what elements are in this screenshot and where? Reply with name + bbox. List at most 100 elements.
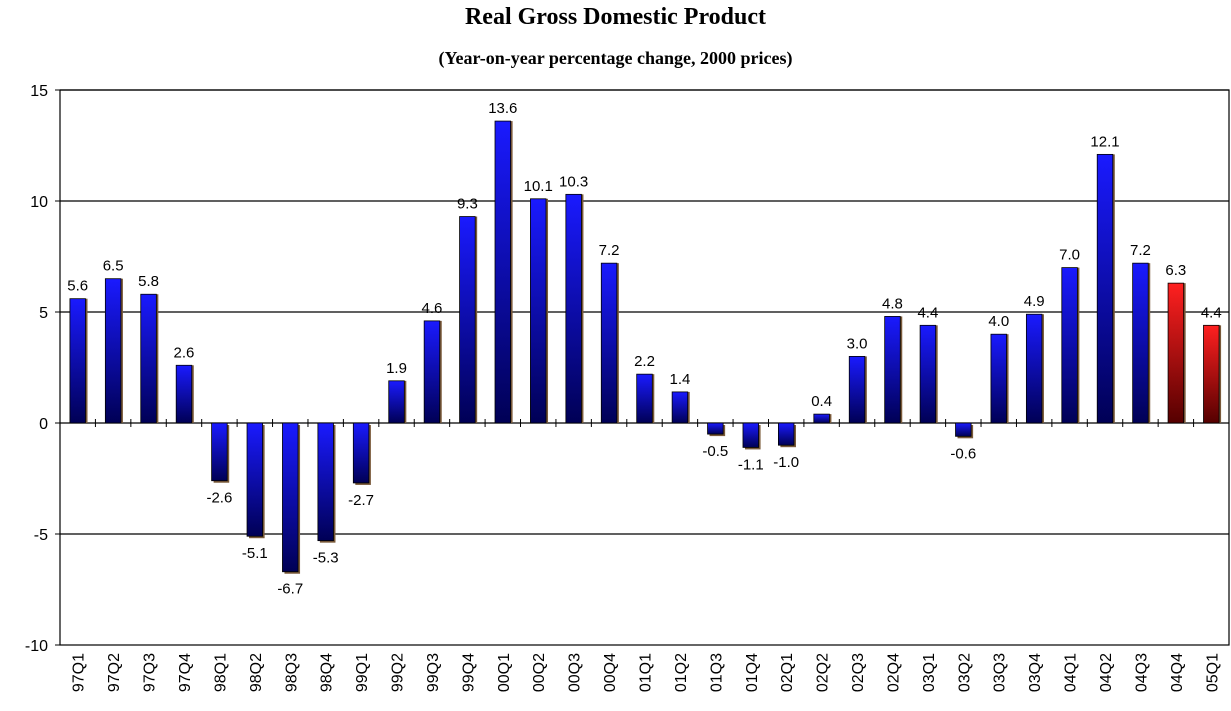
- data-label: 7.2: [1130, 242, 1151, 259]
- x-tick-label: 99Q1: [354, 653, 371, 692]
- data-label: 5.6: [67, 278, 88, 295]
- x-tick-label: 99Q4: [460, 653, 477, 692]
- x-tick-label: 97Q4: [177, 653, 194, 692]
- bar-04Q1: [1061, 267, 1078, 424]
- bar-97Q2: [104, 278, 122, 424]
- bar-01Q2: [671, 391, 689, 424]
- bar-02Q3: [848, 355, 866, 424]
- bar-98Q4: [317, 422, 334, 542]
- bar-01Q3: [707, 422, 724, 435]
- bar-97Q4: [175, 364, 193, 424]
- bar-01Q1: [636, 373, 653, 424]
- data-label: 7.2: [599, 242, 620, 259]
- data-label: 0.4: [811, 393, 832, 410]
- data-label: 10.3: [559, 173, 588, 190]
- y-tick-label: 5: [39, 305, 48, 322]
- bar-98Q3: [282, 422, 299, 573]
- x-tick-label: 01Q3: [708, 653, 725, 692]
- data-label: 4.8: [882, 295, 903, 312]
- x-tick-label: 03Q4: [1027, 653, 1044, 692]
- x-tick-label: 98Q2: [248, 653, 265, 692]
- x-tick-label: 97Q3: [142, 653, 159, 692]
- bar-05Q1: [1203, 324, 1220, 424]
- x-tick-label: 03Q1: [921, 653, 938, 692]
- bar-00Q2: [530, 198, 547, 424]
- x-tick-label: 04Q3: [1133, 653, 1150, 692]
- data-label: 10.1: [524, 178, 553, 195]
- x-tick-label: 00Q3: [567, 653, 584, 692]
- data-label: 13.6: [488, 100, 517, 117]
- data-label: 7.0: [1059, 247, 1080, 264]
- x-tick-label: 00Q4: [602, 653, 619, 692]
- data-label: -2.7: [348, 492, 374, 509]
- x-tick-label: 05Q1: [1204, 653, 1221, 692]
- bar-99Q2: [388, 380, 405, 424]
- chart-subtitle: (Year-on-year percentage change, 2000 pr…: [438, 48, 793, 68]
- x-tick-label: 03Q2: [956, 653, 973, 692]
- data-label: 1.9: [386, 360, 407, 377]
- bar-99Q1: [352, 422, 370, 484]
- x-tick-label: 00Q2: [531, 653, 548, 692]
- bar-00Q1: [494, 120, 511, 424]
- bar-04Q3: [1132, 262, 1149, 424]
- y-tick-label: 10: [30, 194, 48, 211]
- data-label: 4.4: [1201, 304, 1222, 321]
- x-tick-label: 04Q2: [1098, 653, 1115, 692]
- bar-00Q4: [600, 262, 618, 424]
- data-label: 4.4: [917, 304, 938, 321]
- data-label: -6.7: [277, 581, 303, 598]
- axes: -10 -5 0 5 10 15: [25, 83, 1230, 655]
- x-tick-label: 99Q2: [390, 653, 407, 692]
- x-tick-label: 01Q1: [638, 653, 655, 692]
- data-label: 4.6: [422, 300, 443, 317]
- bar-01Q4: [742, 422, 759, 448]
- data-label: 2.2: [634, 353, 655, 370]
- data-label: -0.6: [950, 445, 976, 462]
- bar-99Q3: [423, 320, 441, 424]
- data-label: 6.5: [103, 258, 124, 275]
- data-label: -0.5: [702, 443, 728, 460]
- plot-frame: [59, 89, 1230, 646]
- x-tick-label: 00Q1: [496, 653, 513, 692]
- data-label: -1.1: [738, 456, 764, 473]
- bar-97Q1: [69, 298, 86, 424]
- data-label: -5.1: [242, 545, 268, 562]
- data-label: 1.4: [669, 371, 690, 388]
- data-label: -2.6: [206, 490, 232, 507]
- bar-04Q2: [1096, 153, 1114, 424]
- x-tick-label: 02Q4: [885, 653, 902, 692]
- data-label: 3.0: [847, 335, 868, 352]
- bar-03Q4: [1025, 313, 1043, 424]
- y-tick-label: -10: [25, 638, 48, 655]
- data-label: 4.9: [1024, 293, 1045, 310]
- x-tick-label: 98Q1: [212, 653, 229, 692]
- bar-03Q1: [919, 324, 937, 424]
- bar-98Q1: [211, 422, 228, 482]
- chart-title: Real Gross Domestic Product: [464, 4, 767, 30]
- y-tick-label: 15: [30, 83, 48, 100]
- x-tick-label: 01Q4: [744, 653, 761, 692]
- data-label: 9.3: [457, 196, 478, 213]
- x-tick-label: 97Q1: [71, 653, 88, 692]
- x-tick-label: 02Q3: [850, 653, 867, 692]
- bar-02Q2: [813, 413, 830, 424]
- bar-97Q3: [140, 293, 157, 424]
- bar-00Q3: [565, 193, 582, 424]
- x-tick-label: 04Q4: [1169, 653, 1186, 692]
- bar-99Q4: [459, 216, 476, 424]
- x-tick-label: 98Q4: [319, 653, 336, 692]
- x-tick-label: 01Q2: [673, 653, 690, 692]
- data-label: -1.0: [773, 454, 799, 471]
- bar-98Q2: [246, 422, 264, 537]
- data-label: 6.3: [1165, 262, 1186, 279]
- x-tick-label: 99Q3: [425, 653, 442, 692]
- bar-04Q4: [1167, 282, 1185, 424]
- data-label: 12.1: [1090, 133, 1119, 150]
- bar-02Q4: [884, 316, 901, 424]
- y-tick-label: -5: [34, 527, 48, 544]
- bar-03Q3: [990, 333, 1007, 424]
- data-label: 5.8: [138, 273, 159, 290]
- x-tick-label: 97Q2: [106, 653, 123, 692]
- gridlines: [60, 89, 1229, 535]
